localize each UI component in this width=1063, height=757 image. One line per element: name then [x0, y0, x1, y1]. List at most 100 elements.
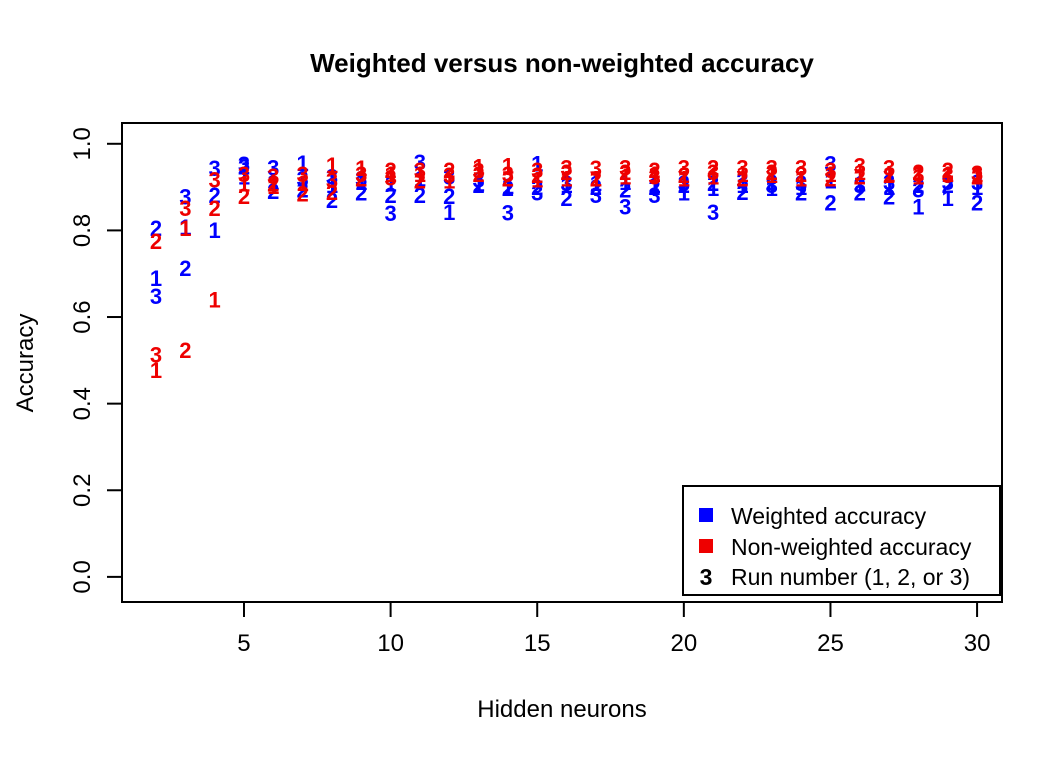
data-point-digit: 2: [297, 182, 309, 207]
data-point-digit: 3: [912, 178, 924, 203]
data-point-digit: 1: [297, 171, 309, 196]
data-point-digit: 3: [472, 167, 484, 192]
data-point-digit: 1: [560, 173, 572, 198]
data-point-digit: 1: [472, 155, 484, 180]
data-point-digit: 2: [707, 156, 719, 181]
data-point-digit: 1: [150, 266, 162, 291]
data-point-digit: 1: [648, 162, 660, 187]
data-point-digit: 2: [150, 229, 162, 254]
data-point-digit: 3: [560, 171, 572, 196]
y-tick-label: 0.0: [69, 560, 96, 593]
data-point-digit: 3: [531, 181, 543, 206]
data-point-digit: 1: [619, 170, 631, 195]
data-point-digit: 1: [267, 174, 279, 199]
data-point-digit: 2: [678, 163, 690, 188]
data-point-digit: 2: [766, 170, 778, 195]
legend-label-weighted: Weighted accuracy: [731, 503, 927, 529]
legend-border: [682, 485, 1001, 596]
data-point-digit: 3: [707, 200, 719, 225]
data-point-digit: 3: [560, 156, 572, 181]
data-point-digit: 1: [736, 162, 748, 187]
plot-title: Weighted versus non-weighted accuracy: [310, 48, 814, 78]
data-point-digit: 1: [678, 166, 690, 191]
data-point-digit: 2: [678, 173, 690, 198]
data-point-digit: 2: [150, 216, 162, 241]
data-point-digit: 2: [384, 158, 396, 183]
data-point-digit: 2: [912, 160, 924, 185]
data-point-digit: 3: [854, 153, 866, 178]
data-point-digit: 3: [707, 160, 719, 185]
legend: Weighted accuracy Non-weighted accuracy …: [682, 485, 1001, 596]
data-point-digit: 1: [355, 170, 367, 195]
data-point-digit: 1: [414, 162, 426, 187]
data-point-digit: 2: [560, 186, 572, 211]
data-point-digit: 3: [267, 156, 279, 181]
data-point-digit: 2: [209, 196, 221, 221]
data-point-digit: 3: [854, 173, 866, 198]
data-point-digit: 2: [736, 166, 748, 191]
data-point-digit: 2: [648, 158, 660, 183]
data-point-digit: 2: [443, 158, 455, 183]
data-point-digit: 3: [912, 162, 924, 187]
data-point-digit: 1: [795, 166, 807, 191]
data-point-digit: 2: [179, 256, 191, 281]
data-point-digit: 3: [209, 168, 221, 193]
data-point-digit: 3: [795, 171, 807, 196]
data-point-digit: 2: [209, 183, 221, 208]
data-point-digit: 1: [590, 166, 602, 191]
data-point-digit: 1: [179, 215, 191, 240]
data-point-digit: 1: [560, 166, 572, 191]
data-point-digit: 1: [502, 153, 514, 178]
data-point-digit: 3: [678, 156, 690, 181]
data-point-digit: 2: [326, 180, 338, 205]
data-point-digit: 3: [297, 162, 309, 187]
data-point-digit: 3: [355, 166, 367, 191]
data-point-digit: 1: [678, 181, 690, 206]
data-point-digit: 3: [326, 165, 338, 190]
data-point-digit: 3: [179, 185, 191, 210]
data-point-digit: 2: [326, 188, 338, 213]
y-axis-label: Accuracy: [12, 314, 39, 413]
y-tick-label: 1.0: [69, 127, 96, 160]
data-point-digit: 3: [443, 165, 455, 190]
data-point-digit: 1: [531, 167, 543, 192]
data-point-digit: 3: [824, 151, 836, 176]
data-point-digit: 3: [414, 150, 426, 175]
x-axis-label: Hidden neurons: [477, 696, 646, 723]
data-point-digit: 3: [179, 196, 191, 221]
data-point-digit: 3: [619, 195, 631, 220]
data-point-digit: 3: [443, 163, 455, 188]
data-point-digit: 3: [590, 183, 602, 208]
y-tick-label: 0.8: [69, 214, 96, 247]
x-tick-label: 25: [817, 630, 844, 657]
data-point-digit: 3: [502, 201, 514, 226]
data-point-digit: 1: [942, 162, 954, 187]
data-point-digit: 3: [355, 162, 367, 187]
data-point-digit: 1: [443, 169, 455, 194]
data-point-digit: 2: [355, 166, 367, 191]
data-point-digit: 2: [971, 191, 983, 216]
data-point-digit: 1: [326, 173, 338, 198]
x-tick-label: 20: [670, 630, 697, 657]
data-point-digit: 1: [443, 200, 455, 225]
data-point-digit: 1: [883, 175, 895, 200]
data-point-digit: 1: [531, 152, 543, 177]
data-point-digit: 2: [619, 160, 631, 185]
data-point-digit: 1: [766, 176, 778, 201]
data-point-digit: 3: [297, 166, 309, 191]
data-point-digit: 2: [531, 163, 543, 188]
data-point-digit: 3: [619, 156, 631, 181]
data-point-digit: 1: [179, 216, 191, 241]
data-point-digit: 2: [531, 175, 543, 200]
data-point-digit: 3: [150, 343, 162, 368]
data-point-digit: 3: [531, 158, 543, 183]
data-point-digit: 1: [854, 172, 866, 197]
data-point-digit: 2: [795, 162, 807, 187]
data-point-digit: 2: [648, 175, 660, 200]
data-point-digit: 3: [766, 173, 778, 198]
data-point-digit: 1: [736, 173, 748, 198]
data-point-digit: 3: [590, 156, 602, 181]
